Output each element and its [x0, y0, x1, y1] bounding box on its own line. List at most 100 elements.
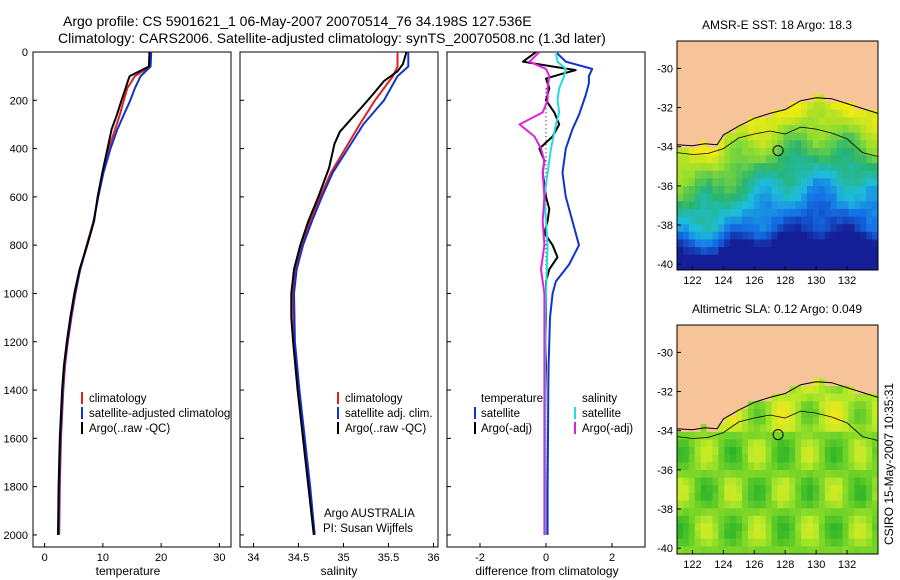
sst-map-cell: [694, 254, 702, 263]
sla-map-cell: [812, 378, 820, 387]
sla-map-cell: [765, 416, 773, 425]
figure-title-line2: Climatology: CARS2006. Satellite-adjuste…: [58, 30, 606, 46]
sla-map-cell: [872, 508, 878, 517]
sst-map-cell: [854, 48, 861, 57]
sst-map-cell: [730, 262, 737, 270]
sla-map-cell: [753, 492, 761, 502]
sla-map-cell: [700, 462, 708, 471]
sla-map-cell: [777, 477, 785, 486]
sla-map-cell: [677, 492, 684, 502]
sst-map-lat-tick-label: -40: [657, 259, 673, 271]
sst-map-cell: [694, 247, 702, 256]
sla-map-cell: [836, 439, 844, 448]
sla-map-cell: [694, 325, 702, 334]
sst-map-cell: [724, 109, 731, 118]
sla-map-cell: [712, 538, 719, 547]
sst-map-cell: [700, 170, 708, 179]
sla-map-cell: [742, 431, 749, 441]
sst-map-cell: [736, 132, 743, 141]
sst-map-cell: [777, 201, 785, 210]
sla-map-cell: [747, 454, 755, 463]
sst-map-cell: [771, 132, 779, 141]
sst-map-cell: [765, 56, 773, 65]
sst-map-cell: [747, 109, 755, 118]
sst-map-cell: [759, 147, 767, 157]
sst-map-cell: [807, 102, 814, 111]
sst-map-cell: [872, 94, 878, 103]
sst-map-cell: [682, 79, 690, 88]
sst-map-cell: [759, 48, 767, 57]
sst-map-cell: [848, 186, 855, 195]
sla-map-cell: [830, 347, 838, 357]
sst-map-cell: [842, 216, 850, 225]
sla-map-cell: [706, 439, 714, 448]
sla-map-cell: [848, 370, 855, 380]
sst-map-cell: [848, 41, 855, 50]
sla-map-cell: [765, 531, 773, 540]
sst-map-cell: [777, 178, 785, 187]
sst-map-cell: [854, 216, 861, 225]
sla-map-cell: [742, 347, 749, 357]
sst-map-cell: [682, 262, 690, 270]
sst-map-cell: [830, 132, 838, 141]
sst-map-cell: [830, 163, 838, 172]
sla-map-cell: [872, 531, 878, 540]
sst-map-cell: [730, 224, 737, 233]
sst-map-cell: [836, 163, 844, 172]
sla-map-cell: [677, 454, 684, 463]
sst-map-cell: [818, 63, 826, 73]
sst-map-cell: [706, 71, 714, 80]
sst-map-cell: [842, 109, 850, 118]
sst-map-cell: [824, 254, 832, 263]
sla-map-cell: [824, 424, 832, 433]
sst-map-cell: [712, 193, 719, 202]
sla-map-cell: [742, 531, 749, 540]
sst-map-cell: [742, 178, 749, 187]
sst-map-cell: [818, 102, 826, 111]
sla-map-cell: [777, 378, 785, 387]
sst-map-cell: [747, 63, 755, 73]
sla-map-cell: [700, 431, 708, 441]
sst-map-cell: [688, 71, 696, 80]
sst-map-cell: [724, 79, 731, 88]
sst-map-cell: [807, 201, 814, 210]
sla-map-cell: [801, 408, 808, 418]
sst-map-cell: [712, 124, 719, 134]
sst-map-cell: [807, 79, 814, 88]
sst-map-cell: [736, 117, 743, 126]
sla-map-cell: [718, 416, 725, 425]
sst-map-cell: [812, 239, 820, 248]
sla-map-cell: [872, 462, 878, 471]
sla-map-cell: [842, 538, 850, 547]
sla-map-cell: [753, 408, 761, 418]
sla-map-cell: [700, 416, 708, 425]
sst-map-cell: [866, 132, 873, 141]
sla-map-cell: [812, 447, 820, 456]
sla-map-cell: [718, 523, 725, 532]
sst-map-cell: [842, 186, 850, 195]
sst-map-cell: [712, 79, 719, 88]
sst-map-cell: [747, 155, 755, 164]
sla-map-cell: [801, 378, 808, 387]
sst-map-cell: [718, 109, 725, 118]
sst-map-cell: [771, 56, 779, 65]
sst-map-cell: [736, 102, 743, 111]
sla-map-cell: [742, 393, 749, 402]
sst-map-cell: [783, 79, 790, 88]
sla-map-cell: [830, 393, 838, 402]
sla-map-cell: [872, 363, 878, 372]
sst-map-cell: [736, 208, 743, 218]
sla-map-cell: [736, 470, 743, 479]
sla-map-cell: [712, 531, 719, 540]
sla-map-cell: [771, 500, 779, 509]
sst-map-cell: [765, 63, 773, 73]
sla-map-cell: [742, 477, 749, 486]
sst-map-cell: [677, 132, 684, 141]
sla-map-cell: [783, 424, 790, 433]
sla-map-cell: [688, 416, 696, 425]
sst-map-cell: [812, 163, 820, 172]
sla-map-cell: [688, 347, 696, 357]
sla-map-cell: [795, 523, 802, 532]
sst-map-cell: [771, 147, 779, 157]
sst-map-cell: [854, 163, 861, 172]
